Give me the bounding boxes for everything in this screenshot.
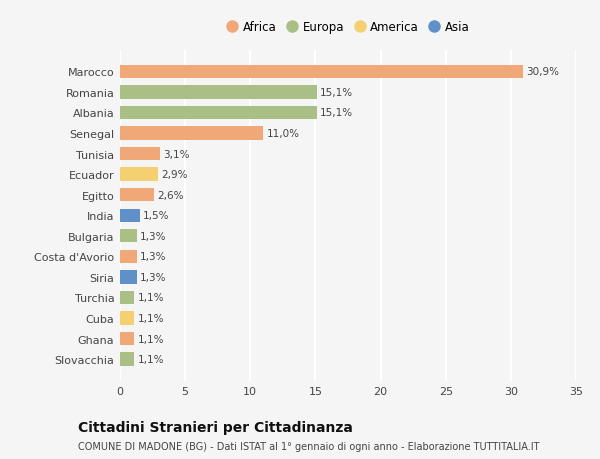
Text: 11,0%: 11,0%: [266, 129, 299, 139]
Bar: [120, 332, 134, 346]
Text: 1,1%: 1,1%: [137, 313, 164, 323]
Bar: [120, 312, 134, 325]
Text: 1,1%: 1,1%: [137, 293, 164, 303]
Text: COMUNE DI MADONE (BG) - Dati ISTAT al 1° gennaio di ogni anno - Elaborazione TUT: COMUNE DI MADONE (BG) - Dati ISTAT al 1°…: [78, 441, 539, 451]
Text: 15,1%: 15,1%: [320, 108, 353, 118]
Bar: [120, 147, 160, 161]
Bar: [120, 271, 137, 284]
Text: 1,3%: 1,3%: [140, 231, 167, 241]
Text: 3,1%: 3,1%: [164, 149, 190, 159]
Text: 2,9%: 2,9%: [161, 170, 188, 180]
Bar: [120, 127, 263, 140]
Text: 1,3%: 1,3%: [140, 252, 167, 262]
Bar: [120, 86, 317, 99]
Text: 1,5%: 1,5%: [143, 211, 169, 221]
Text: 30,9%: 30,9%: [526, 67, 559, 77]
Bar: [120, 230, 137, 243]
Bar: [120, 250, 137, 263]
Legend: Africa, Europa, America, Asia: Africa, Europa, America, Asia: [221, 17, 475, 39]
Bar: [120, 209, 140, 223]
Bar: [120, 353, 134, 366]
Text: 1,3%: 1,3%: [140, 272, 167, 282]
Bar: [120, 291, 134, 304]
Text: Cittadini Stranieri per Cittadinanza: Cittadini Stranieri per Cittadinanza: [78, 420, 353, 434]
Text: 2,6%: 2,6%: [157, 190, 184, 200]
Bar: [120, 189, 154, 202]
Text: 15,1%: 15,1%: [320, 88, 353, 98]
Text: 1,1%: 1,1%: [137, 334, 164, 344]
Bar: [120, 106, 317, 120]
Bar: [120, 66, 523, 79]
Bar: [120, 168, 158, 181]
Text: 1,1%: 1,1%: [137, 354, 164, 364]
